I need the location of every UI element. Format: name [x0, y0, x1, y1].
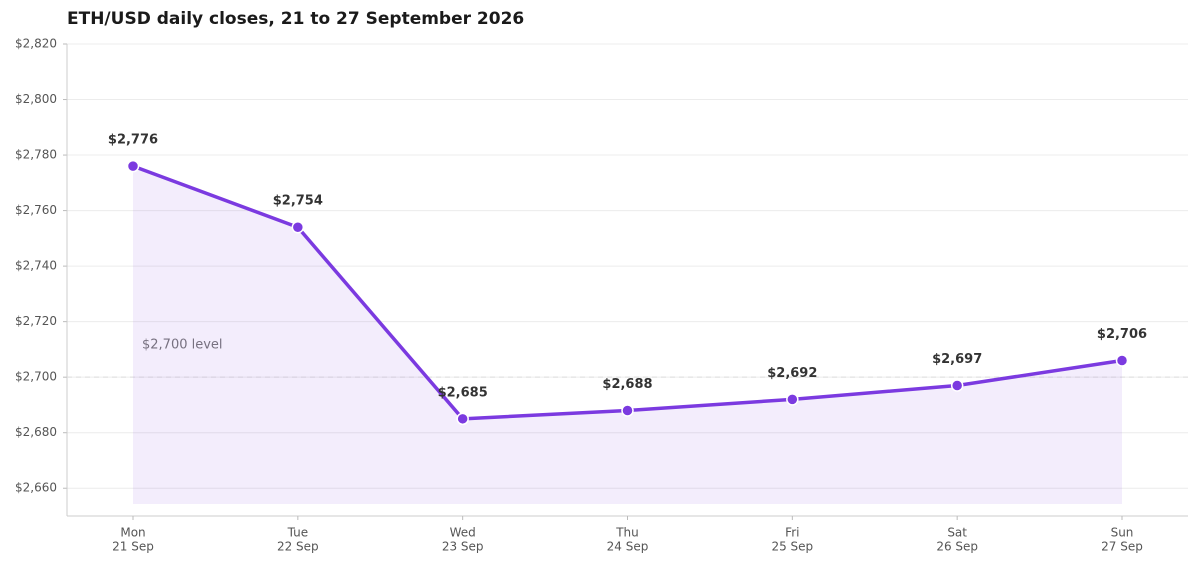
reference-label: $2,700 level — [142, 338, 223, 353]
y-tick-label: $2,740 — [15, 259, 57, 273]
value-label: $2,688 — [602, 377, 652, 392]
x-tick-label: 27 Sep — [1101, 540, 1143, 554]
x-tick-label: 26 Sep — [936, 540, 978, 554]
x-tick-label: Tue — [287, 526, 309, 540]
point — [291, 220, 305, 234]
value-label: $2,706 — [1097, 327, 1147, 342]
x-tick-label: 21 Sep — [112, 540, 154, 554]
x-tick-label: Sun — [1111, 526, 1134, 540]
y-tick-label: $2,760 — [15, 203, 57, 217]
point — [621, 404, 634, 417]
x-tick-label: Mon — [120, 526, 145, 540]
y-tick-label: $2,800 — [15, 92, 57, 106]
y-tick-label: $2,700 — [15, 370, 57, 384]
value-label: $2,685 — [438, 385, 488, 400]
x-tick-label: Thu — [615, 526, 639, 540]
x-tick-label: Fri — [785, 526, 799, 540]
y-tick-label: $2,820 — [15, 37, 57, 51]
chart-title: ETH/USD daily closes, 21 to 27 September… — [67, 9, 524, 29]
point — [126, 159, 140, 173]
point — [456, 412, 469, 426]
value-label: $2,697 — [932, 352, 982, 367]
y-tick-label: $2,780 — [15, 148, 57, 162]
y-tick-label: $2,660 — [15, 481, 57, 495]
x-tick-label: Sat — [947, 526, 967, 540]
x-tick-label: 25 Sep — [771, 540, 813, 554]
point — [950, 379, 964, 392]
point — [1115, 354, 1129, 367]
y-tick-label: $2,720 — [15, 314, 57, 328]
x-tick-label: Wed — [450, 526, 476, 540]
point — [786, 393, 799, 406]
value-label: $2,776 — [108, 133, 158, 148]
value-label: $2,692 — [767, 366, 817, 381]
y-tick-label: $2,680 — [15, 425, 57, 439]
x-tick-label: 22 Sep — [277, 540, 319, 554]
value-label: $2,754 — [273, 194, 323, 209]
x-tick-label: 23 Sep — [442, 540, 484, 554]
x-tick-label: 24 Sep — [607, 540, 649, 554]
area — [133, 166, 1122, 504]
